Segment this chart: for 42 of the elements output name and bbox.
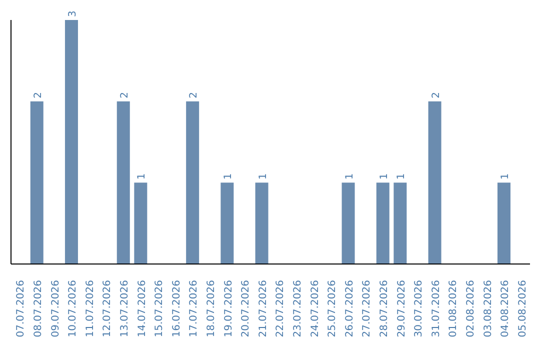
data-label: 2 — [32, 92, 44, 98]
x-tick-label: 19.07.2026 — [223, 280, 234, 338]
data-label: 1 — [344, 173, 356, 180]
x-tick-label: 03.08.2026 — [482, 280, 494, 338]
x-tick-label: 28.07.2026 — [378, 280, 390, 338]
data-label: 1 — [500, 173, 511, 180]
x-tick-label: 31.07.2026 — [430, 280, 442, 338]
data-label: 1 — [136, 173, 148, 180]
x-tick-label: 11.07.2026 — [84, 280, 96, 338]
x-tick-label: 27.07.2026 — [362, 280, 373, 338]
x-tick-label: 08.07.2026 — [32, 280, 44, 338]
x-tick-label: 20.07.2026 — [240, 280, 252, 338]
x-tick-label: 05.08.2026 — [517, 280, 528, 338]
data-label: 1 — [378, 173, 390, 180]
x-tick-label: 14.07.2026 — [136, 280, 148, 338]
x-tick-label: 23.07.2026 — [292, 280, 304, 338]
x-tick-label: 02.08.2026 — [465, 280, 476, 338]
x-tick-label: 04.08.2026 — [500, 280, 512, 338]
x-tick-label: 30.07.2026 — [414, 280, 425, 338]
x-tick-label: 09.07.2026 — [50, 280, 62, 338]
x-tick-label: 12.07.2026 — [102, 280, 114, 338]
x-tick-label: 01.08.2026 — [448, 280, 460, 338]
x-tick-label: 16.07.2026 — [171, 280, 182, 338]
x-tick-label: 15.07.2026 — [154, 280, 166, 338]
data-label: 1 — [258, 173, 269, 180]
x-tick-label: 10.07.2026 — [68, 280, 79, 338]
x-tick-label: 18.07.2026 — [206, 280, 217, 338]
x-tick-label: 07.07.2026 — [16, 280, 27, 338]
x-tick-label: 26.07.2026 — [344, 280, 356, 338]
data-label: 1 — [396, 173, 408, 180]
data-label: 2 — [119, 92, 130, 98]
x-tick-label: 17.07.2026 — [188, 280, 200, 338]
data-label: 1 — [223, 173, 234, 180]
data-label: 2 — [430, 92, 442, 98]
x-tick-label: 25.07.2026 — [327, 280, 338, 338]
x-tick-label: 24.07.2026 — [310, 280, 321, 338]
data-label: 3 — [67, 10, 78, 17]
data-label: 2 — [188, 92, 200, 98]
x-tick-label: 29.07.2026 — [396, 280, 408, 338]
x-tick-label: 13.07.2026 — [119, 280, 130, 338]
x-tick-label: 21.07.2026 — [258, 280, 269, 338]
x-tick-label: 22.07.2026 — [275, 280, 286, 338]
